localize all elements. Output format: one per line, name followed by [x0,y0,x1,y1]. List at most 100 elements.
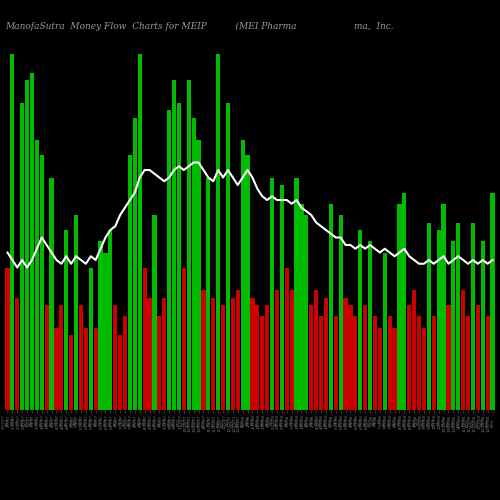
Bar [290,290,294,410]
Bar [84,328,88,410]
Bar [30,72,34,410]
Bar [275,290,279,410]
Bar [260,316,264,410]
Bar [118,335,122,410]
Bar [128,155,132,410]
Bar [35,140,39,410]
Bar [15,298,20,410]
Bar [436,230,440,410]
Bar [40,155,44,410]
Bar [256,305,260,410]
Bar [177,102,181,410]
Bar [79,305,83,410]
Bar [280,185,284,410]
Bar [211,298,216,410]
Bar [133,118,137,410]
Bar [422,328,426,410]
Bar [368,242,372,410]
Bar [344,298,347,410]
Bar [216,54,220,410]
Bar [104,252,108,410]
Bar [64,230,68,410]
Bar [398,204,402,410]
Bar [338,215,342,410]
Bar [427,222,431,410]
Bar [446,305,450,410]
Bar [88,268,93,410]
Bar [10,54,14,410]
Bar [309,305,314,410]
Bar [314,290,318,410]
Bar [392,328,396,410]
Bar [358,230,362,410]
Bar [54,328,58,410]
Bar [123,316,127,410]
Bar [476,305,480,410]
Bar [480,242,485,410]
Bar [417,316,421,410]
Bar [442,204,446,410]
Bar [461,290,465,410]
Bar [486,316,490,410]
Bar [456,222,460,410]
Bar [94,328,98,410]
Bar [60,305,64,410]
Bar [158,316,162,410]
Bar [373,316,377,410]
Bar [240,140,244,410]
Bar [167,110,171,410]
Bar [152,215,156,410]
Bar [231,298,235,410]
Bar [363,305,367,410]
Bar [319,316,323,410]
Bar [270,178,274,410]
Bar [50,178,54,410]
Bar [432,316,436,410]
Bar [202,290,205,410]
Bar [300,204,304,410]
Bar [206,178,210,410]
Bar [402,192,406,410]
Bar [490,192,494,410]
Bar [324,298,328,410]
Bar [334,316,338,410]
Bar [304,215,308,410]
Bar [236,290,240,410]
Bar [98,242,102,410]
Bar [172,80,176,410]
Bar [382,252,387,410]
Bar [471,222,475,410]
Bar [108,230,112,410]
Text: ManofaSutra  Money Flow  Charts for MEIP          (MEI Pharma                   : ManofaSutra Money Flow Charts for MEIP (… [5,22,394,32]
Bar [226,102,230,410]
Bar [182,268,186,410]
Bar [378,328,382,410]
Bar [113,305,117,410]
Bar [69,335,73,410]
Bar [466,316,470,410]
Bar [138,54,142,410]
Bar [20,102,24,410]
Bar [221,305,225,410]
Bar [74,215,78,410]
Bar [162,298,166,410]
Bar [407,305,412,410]
Bar [142,268,146,410]
Bar [388,316,392,410]
Bar [25,80,29,410]
Bar [148,298,152,410]
Bar [265,305,269,410]
Bar [412,290,416,410]
Bar [284,268,289,410]
Bar [329,204,333,410]
Bar [196,140,200,410]
Bar [186,80,191,410]
Bar [354,316,358,410]
Bar [348,305,352,410]
Bar [452,242,456,410]
Bar [44,305,48,410]
Bar [6,268,10,410]
Bar [294,178,298,410]
Bar [250,298,254,410]
Bar [246,155,250,410]
